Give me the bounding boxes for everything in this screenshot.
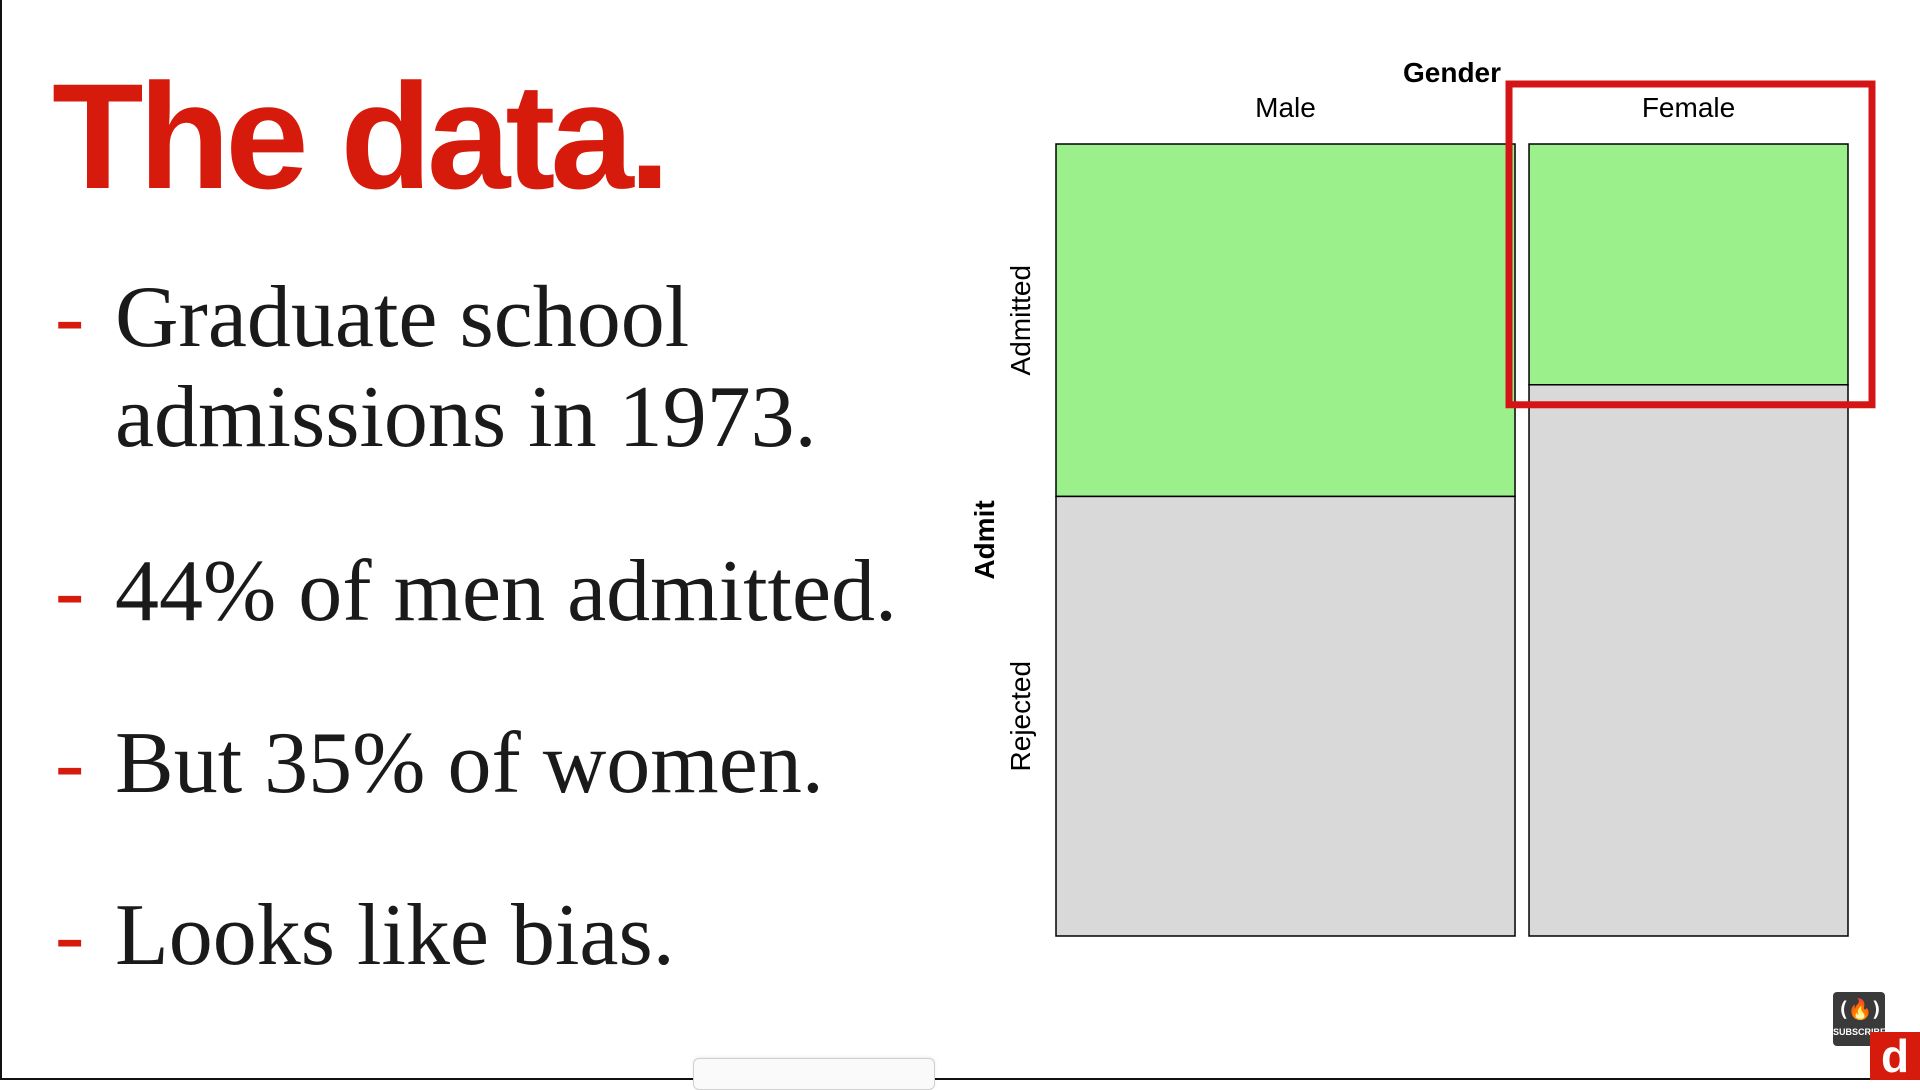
frame-border-bottom [0,1078,1920,1080]
bottom-tab-edge [693,1058,935,1090]
fcc-logo-icon: (🔥) [1837,997,1883,1021]
mosaic-cell-female-admitted [1528,143,1849,386]
slide-title: The data. [52,52,670,220]
chart-title: Gender [1403,57,1501,88]
bullet-dash: - [55,269,85,366]
bullet-dash: - [55,715,85,812]
mosaic-cell-male-admitted [1055,143,1516,498]
bullet-text-line: But 35% of women. [115,715,824,812]
category-label-female: Female [1642,92,1735,123]
frame-border-left [0,0,2,1080]
mosaic-cell-male-rejected [1055,495,1516,937]
row-level-label-rejected: Rejected [1005,661,1036,772]
y-axis-label: Admit [969,500,1000,579]
subscribe-label: SUBSCRIBE [1833,1027,1887,1037]
category-label-male: Male [1255,92,1316,123]
bullet-text-line: Graduate school [115,269,690,366]
bullet-list: - Graduate school admissions in 1973. - … [0,0,960,1080]
bullet-text-line: Looks like bias. [115,887,675,984]
highlight-box [1505,80,1876,409]
bullet-text-line: 44% of men admitted. [115,543,898,640]
mosaic-cell-female-rejected [1528,384,1849,937]
row-level-label-admitted: Admitted [1005,265,1036,376]
bullet-text-line: admissions in 1973. [115,369,817,466]
channel-logo: d [1870,1032,1920,1080]
bullet-dash: - [55,543,85,640]
bullet-dash: - [55,887,85,984]
